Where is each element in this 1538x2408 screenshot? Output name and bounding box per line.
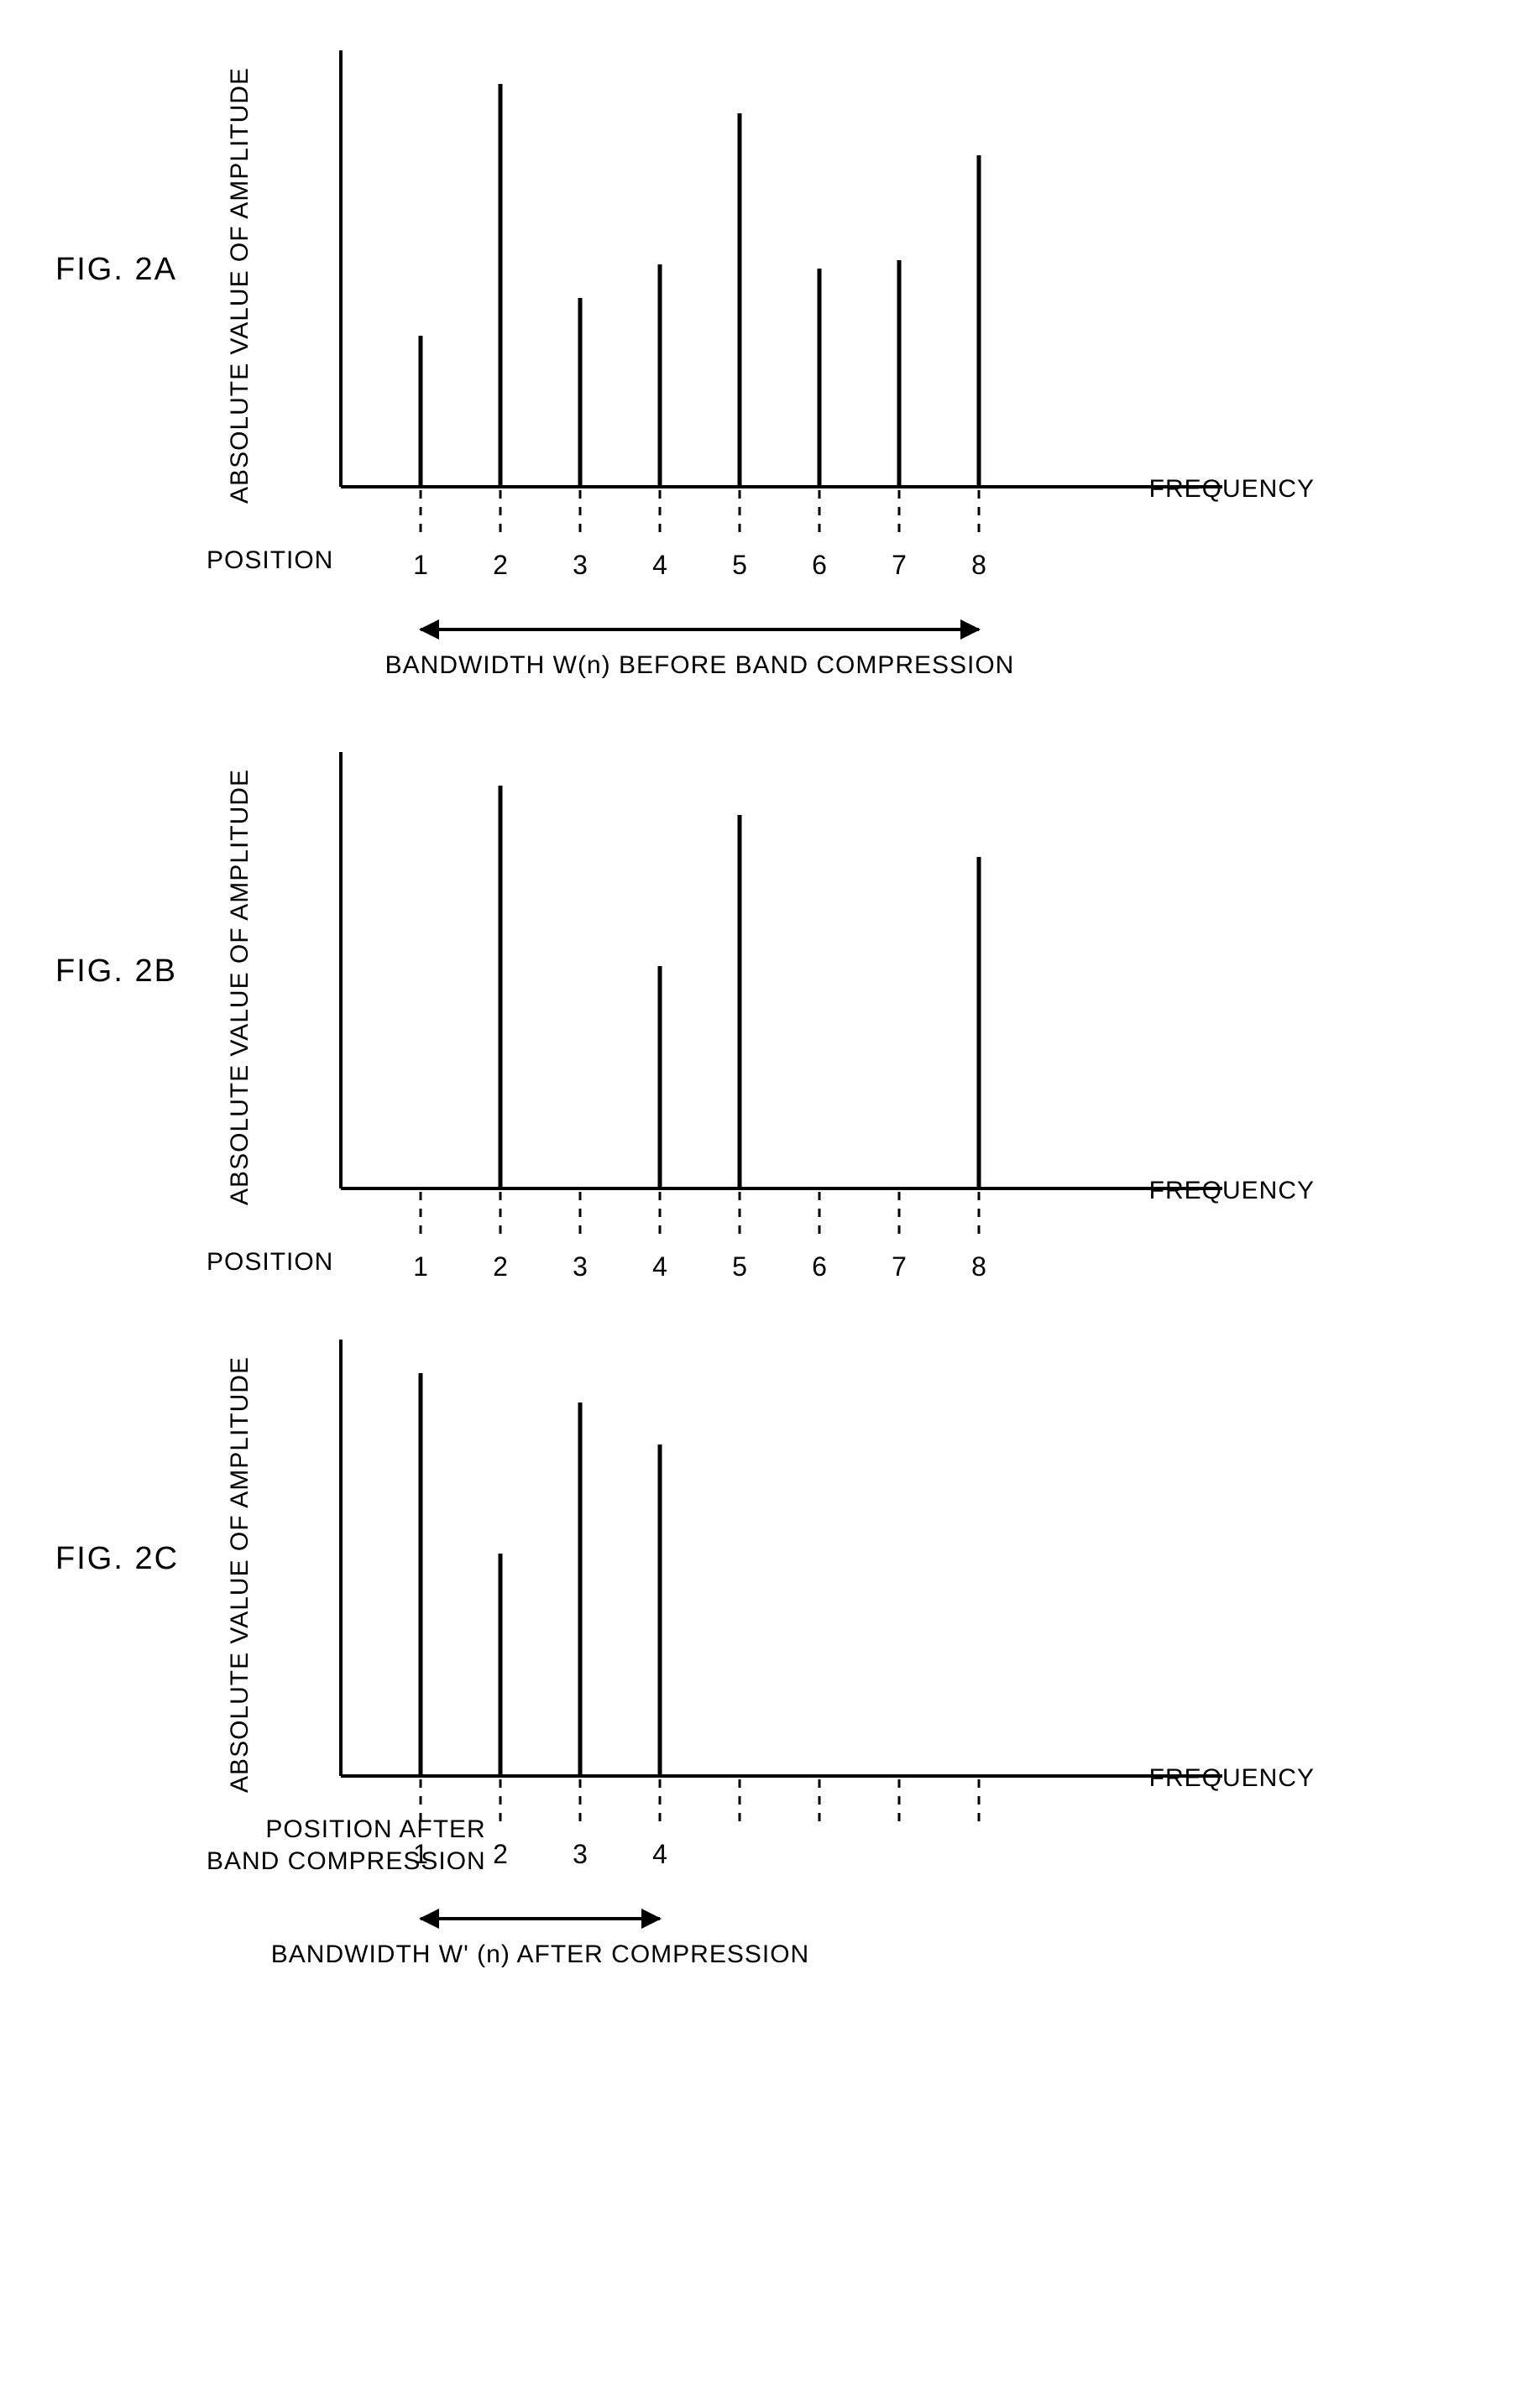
tick-label: 8 (971, 1251, 986, 1282)
x-axis-label: FREQUENCY (1149, 1764, 1315, 1793)
figure-row-b: FIG. 2BABSOLUTE VALUE OF AMPLITUDEFREQUE… (55, 735, 1483, 1239)
tick-label: 3 (573, 1839, 588, 1870)
figure-row-c: FIG. 2CABSOLUTE VALUE OF AMPLITUDEFREQUE… (55, 1323, 1483, 1941)
axes (341, 1340, 1222, 1776)
tick-label: 1 (413, 1251, 428, 1282)
tick-labels: 1 2 3 4 5 6 7 8 (341, 1251, 1222, 1285)
tick-label: 5 (732, 550, 747, 581)
x-axis-label: FREQUENCY (1149, 475, 1315, 504)
tick-label: 1 (413, 1839, 428, 1870)
tick-label: 2 (493, 1839, 508, 1870)
tick-label: 7 (892, 1251, 907, 1282)
tick-label: 4 (652, 1251, 667, 1282)
chart-column: ABSOLUTE VALUE OF AMPLITUDEFREQUENCYPOSI… (274, 1323, 1483, 1941)
tick-label: 4 (652, 1839, 667, 1870)
bandwidth-caption: BANDWIDTH W(n) BEFORE BAND COMPRESSION (341, 613, 1222, 646)
tick-label: 7 (892, 550, 907, 581)
tick-label: 1 (413, 550, 428, 581)
tick-label: 2 (493, 550, 508, 581)
chart-area: ABSOLUTE VALUE OF AMPLITUDEFREQUENCYPOSI… (274, 735, 1281, 1239)
axes (341, 752, 1222, 1188)
axes (341, 50, 1222, 487)
bandwidth-caption-text-span: BANDWIDTH W' (n) AFTER COMPRESSION (271, 1941, 809, 1969)
tick-labels: 12345678 (341, 1839, 1222, 1873)
y-axis-label: ABSOLUTE VALUE OF AMPLITUDE (226, 67, 254, 504)
chart-area: ABSOLUTE VALUE OF AMPLITUDEFREQUENCYPOSI… (274, 34, 1281, 537)
tick-label: 8 (971, 550, 986, 581)
figure-row-a: FIG. 2AABSOLUTE VALUE OF AMPLITUDEFREQUE… (55, 34, 1483, 651)
tick-label: 3 (573, 550, 588, 581)
position-axis-label: POSITION (207, 1248, 333, 1277)
tick-label: 2 (493, 1251, 508, 1282)
tick-labels: 1 2 3 4 5 6 7 8 (341, 550, 1222, 583)
y-axis-label: ABSOLUTE VALUE OF AMPLITUDE (226, 1356, 254, 1793)
y-axis-label: ABSOLUTE VALUE OF AMPLITUDE (226, 769, 254, 1205)
bandwidth-caption-text-span: BANDWIDTH W(n) BEFORE BAND COMPRESSION (385, 651, 1015, 680)
tick-label: 4 (652, 550, 667, 581)
position-axis-label: POSITION (207, 546, 333, 575)
chart-column: ABSOLUTE VALUE OF AMPLITUDEFREQUENCYPOSI… (274, 735, 1483, 1239)
double-arrow-icon (341, 1902, 1222, 1935)
double-arrow-icon (341, 613, 1222, 646)
x-axis-label: FREQUENCY (1149, 1177, 1315, 1205)
tick-label: 6 (812, 550, 827, 581)
bandwidth-caption: BANDWIDTH W' (n) AFTER COMPRESSION (341, 1902, 1222, 1935)
tick-label: 3 (573, 1251, 588, 1282)
tick-label: 5 (732, 1251, 747, 1282)
tick-label: 6 (812, 1251, 827, 1282)
chart-column: ABSOLUTE VALUE OF AMPLITUDEFREQUENCYPOSI… (274, 34, 1483, 651)
chart-area: ABSOLUTE VALUE OF AMPLITUDEFREQUENCYPOSI… (274, 1323, 1281, 1826)
